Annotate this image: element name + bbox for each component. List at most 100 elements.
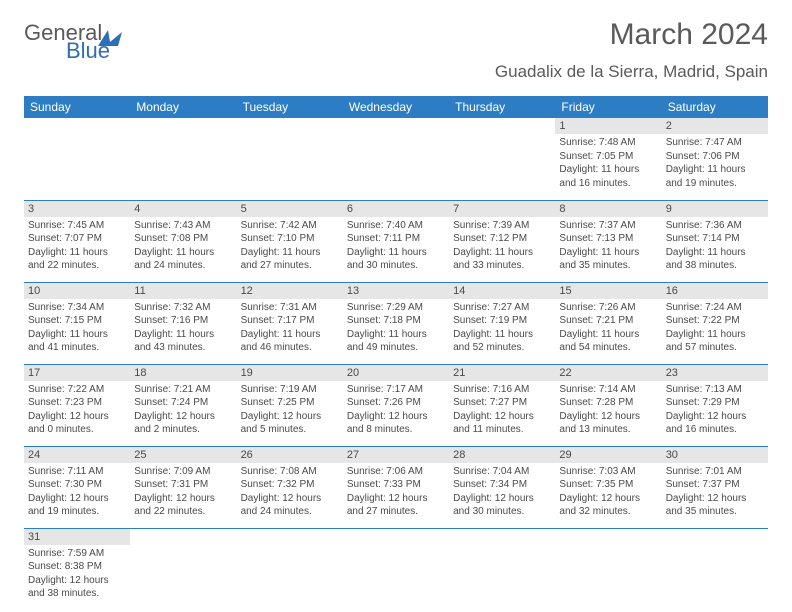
calendar-day-cell (237, 118, 343, 200)
day-number: 13 (343, 283, 449, 299)
calendar-day-cell: 17Sunrise: 7:22 AMSunset: 7:23 PMDayligh… (24, 364, 130, 446)
calendar-day-cell: 1Sunrise: 7:48 AMSunset: 7:05 PMDaylight… (555, 118, 661, 200)
day-number (343, 118, 449, 134)
calendar-day-cell: 21Sunrise: 7:16 AMSunset: 7:27 PMDayligh… (449, 364, 555, 446)
weekday-header: Tuesday (237, 96, 343, 118)
day-details: Sunrise: 7:40 AMSunset: 7:11 PMDaylight:… (343, 217, 449, 275)
sunset-text: Sunset: 7:21 PM (559, 314, 657, 328)
day-number: 8 (555, 201, 661, 217)
sunset-text: Sunset: 7:27 PM (453, 396, 551, 410)
sunrise-text: Sunrise: 7:06 AM (347, 465, 445, 479)
day-details: Sunrise: 7:17 AMSunset: 7:26 PMDaylight:… (343, 381, 449, 439)
sunset-text: Sunset: 7:35 PM (559, 478, 657, 492)
sunrise-text: Sunrise: 7:21 AM (134, 383, 232, 397)
logo-flag-icon (98, 28, 126, 48)
day-number: 3 (24, 201, 130, 217)
day-number: 5 (237, 201, 343, 217)
sunset-text: Sunset: 7:17 PM (241, 314, 339, 328)
daylight-text: Daylight: 12 hours and 13 minutes. (559, 410, 657, 437)
sunrise-text: Sunrise: 7:40 AM (347, 219, 445, 233)
sunrise-text: Sunrise: 7:13 AM (666, 383, 764, 397)
day-number: 10 (24, 283, 130, 299)
day-details: Sunrise: 7:21 AMSunset: 7:24 PMDaylight:… (130, 381, 236, 439)
sunset-text: Sunset: 7:19 PM (453, 314, 551, 328)
day-details: Sunrise: 7:31 AMSunset: 7:17 PMDaylight:… (237, 299, 343, 357)
sunset-text: Sunset: 7:29 PM (666, 396, 764, 410)
day-details: Sunrise: 7:48 AMSunset: 7:05 PMDaylight:… (555, 134, 661, 192)
day-details: Sunrise: 7:08 AMSunset: 7:32 PMDaylight:… (237, 463, 343, 521)
day-number (449, 118, 555, 134)
calendar-day-cell: 10Sunrise: 7:34 AMSunset: 7:15 PMDayligh… (24, 282, 130, 364)
daylight-text: Daylight: 12 hours and 32 minutes. (559, 492, 657, 519)
calendar-day-cell: 8Sunrise: 7:37 AMSunset: 7:13 PMDaylight… (555, 200, 661, 282)
sunset-text: Sunset: 7:05 PM (559, 150, 657, 164)
day-number: 15 (555, 283, 661, 299)
sunrise-text: Sunrise: 7:29 AM (347, 301, 445, 315)
day-number (343, 529, 449, 545)
daylight-text: Daylight: 11 hours and 27 minutes. (241, 246, 339, 273)
sunset-text: Sunset: 7:13 PM (559, 232, 657, 246)
sunset-text: Sunset: 7:32 PM (241, 478, 339, 492)
calendar-day-cell (237, 528, 343, 610)
daylight-text: Daylight: 12 hours and 35 minutes. (666, 492, 764, 519)
sunset-text: Sunset: 7:15 PM (28, 314, 126, 328)
day-number: 7 (449, 201, 555, 217)
sunset-text: Sunset: 7:23 PM (28, 396, 126, 410)
day-number: 1 (555, 118, 661, 134)
calendar-day-cell (449, 118, 555, 200)
calendar-day-cell: 30Sunrise: 7:01 AMSunset: 7:37 PMDayligh… (662, 446, 768, 528)
day-number (662, 529, 768, 545)
day-number (449, 529, 555, 545)
day-number (24, 118, 130, 134)
day-details: Sunrise: 7:04 AMSunset: 7:34 PMDaylight:… (449, 463, 555, 521)
sunrise-text: Sunrise: 7:27 AM (453, 301, 551, 315)
sunset-text: Sunset: 7:10 PM (241, 232, 339, 246)
sunset-text: Sunset: 7:14 PM (666, 232, 764, 246)
daylight-text: Daylight: 11 hours and 35 minutes. (559, 246, 657, 273)
calendar-table: Sunday Monday Tuesday Wednesday Thursday… (24, 96, 768, 610)
weekday-header: Saturday (662, 96, 768, 118)
calendar-day-cell (130, 118, 236, 200)
calendar-day-cell: 4Sunrise: 7:43 AMSunset: 7:08 PMDaylight… (130, 200, 236, 282)
day-number: 28 (449, 447, 555, 463)
calendar-day-cell: 3Sunrise: 7:45 AMSunset: 7:07 PMDaylight… (24, 200, 130, 282)
calendar-day-cell: 14Sunrise: 7:27 AMSunset: 7:19 PMDayligh… (449, 282, 555, 364)
calendar-day-cell: 16Sunrise: 7:24 AMSunset: 7:22 PMDayligh… (662, 282, 768, 364)
sunset-text: Sunset: 7:11 PM (347, 232, 445, 246)
calendar-day-cell: 22Sunrise: 7:14 AMSunset: 7:28 PMDayligh… (555, 364, 661, 446)
sunrise-text: Sunrise: 7:42 AM (241, 219, 339, 233)
day-details: Sunrise: 7:06 AMSunset: 7:33 PMDaylight:… (343, 463, 449, 521)
sunrise-text: Sunrise: 7:08 AM (241, 465, 339, 479)
day-details: Sunrise: 7:09 AMSunset: 7:31 PMDaylight:… (130, 463, 236, 521)
sunrise-text: Sunrise: 7:36 AM (666, 219, 764, 233)
sunset-text: Sunset: 7:34 PM (453, 478, 551, 492)
calendar-week-row: 3Sunrise: 7:45 AMSunset: 7:07 PMDaylight… (24, 200, 768, 282)
daylight-text: Daylight: 12 hours and 8 minutes. (347, 410, 445, 437)
daylight-text: Daylight: 12 hours and 38 minutes. (28, 574, 126, 601)
sunset-text: Sunset: 7:28 PM (559, 396, 657, 410)
daylight-text: Daylight: 12 hours and 24 minutes. (241, 492, 339, 519)
sunrise-text: Sunrise: 7:47 AM (666, 136, 764, 150)
day-number: 12 (237, 283, 343, 299)
calendar-day-cell: 31Sunrise: 7:59 AMSunset: 8:38 PMDayligh… (24, 528, 130, 610)
calendar-day-cell: 26Sunrise: 7:08 AMSunset: 7:32 PMDayligh… (237, 446, 343, 528)
daylight-text: Daylight: 11 hours and 22 minutes. (28, 246, 126, 273)
sunset-text: Sunset: 7:25 PM (241, 396, 339, 410)
daylight-text: Daylight: 12 hours and 22 minutes. (134, 492, 232, 519)
day-number: 27 (343, 447, 449, 463)
sunrise-text: Sunrise: 7:09 AM (134, 465, 232, 479)
calendar-day-cell: 2Sunrise: 7:47 AMSunset: 7:06 PMDaylight… (662, 118, 768, 200)
sunset-text: Sunset: 7:30 PM (28, 478, 126, 492)
sunset-text: Sunset: 7:08 PM (134, 232, 232, 246)
location-text: Guadalix de la Sierra, Madrid, Spain (495, 62, 768, 82)
calendar-day-cell: 19Sunrise: 7:19 AMSunset: 7:25 PMDayligh… (237, 364, 343, 446)
day-number: 26 (237, 447, 343, 463)
sunrise-text: Sunrise: 7:39 AM (453, 219, 551, 233)
calendar-day-cell: 29Sunrise: 7:03 AMSunset: 7:35 PMDayligh… (555, 446, 661, 528)
day-number: 19 (237, 365, 343, 381)
day-details: Sunrise: 7:36 AMSunset: 7:14 PMDaylight:… (662, 217, 768, 275)
day-number: 18 (130, 365, 236, 381)
sunset-text: Sunset: 7:18 PM (347, 314, 445, 328)
calendar-day-cell: 15Sunrise: 7:26 AMSunset: 7:21 PMDayligh… (555, 282, 661, 364)
sunrise-text: Sunrise: 7:11 AM (28, 465, 126, 479)
